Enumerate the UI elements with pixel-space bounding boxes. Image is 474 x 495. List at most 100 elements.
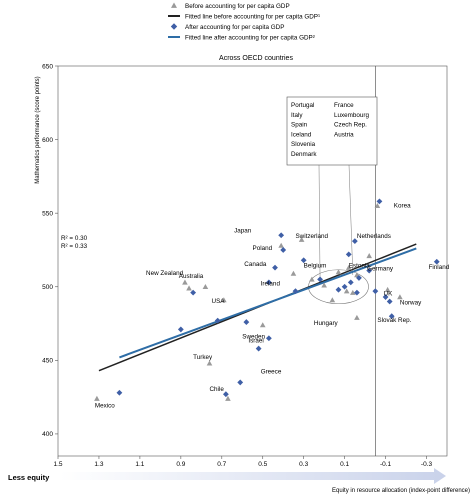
point-before xyxy=(278,242,284,248)
y-tick-label: 550 xyxy=(42,210,53,217)
y-tick-label: 450 xyxy=(42,358,53,365)
equity-arrow xyxy=(60,468,446,484)
r-squared-label: R² = 0.30 xyxy=(61,235,88,242)
point-after xyxy=(382,294,389,300)
y-axis-ticks: 400 450 500 550 600 650 xyxy=(42,63,58,438)
point-after xyxy=(214,317,221,324)
country-label: Turkey xyxy=(193,354,213,361)
point-after xyxy=(351,238,358,245)
point-after xyxy=(345,251,352,258)
legend-marker-triangle xyxy=(171,2,177,8)
country-label: Mexico xyxy=(95,402,115,409)
point-after xyxy=(354,289,360,296)
point-before xyxy=(206,360,213,366)
country-label: Finland xyxy=(429,264,450,271)
x-tick-label: 0.9 xyxy=(176,461,185,468)
y-tick-label: 400 xyxy=(42,431,53,438)
point-before xyxy=(354,314,360,320)
x-tick-label: 0.1 xyxy=(340,461,349,468)
country-label: Ireland xyxy=(261,280,281,287)
callout-country: Slovenia xyxy=(291,141,316,148)
fitted-line xyxy=(119,247,417,359)
country-label: Korea xyxy=(394,202,411,209)
legend-marker-diamond xyxy=(170,23,178,30)
point-before xyxy=(298,236,305,242)
country-label: Greece xyxy=(261,369,282,376)
callout-connector xyxy=(348,164,354,275)
point-before xyxy=(186,285,192,291)
point-after xyxy=(116,389,123,396)
x-tick-label: -0.3 xyxy=(421,461,433,468)
x-tick-label: 0.3 xyxy=(299,461,308,468)
point-after xyxy=(292,288,299,295)
point-before xyxy=(225,395,231,401)
y-tick-label: 500 xyxy=(42,284,53,291)
callout-box xyxy=(286,96,378,166)
data-points xyxy=(94,198,440,401)
legend-label: After accounting for per capita GDP xyxy=(185,24,284,31)
point-after xyxy=(433,258,440,265)
point-before xyxy=(94,395,100,401)
legend-label: Fitted line after accounting for per cap… xyxy=(185,35,315,42)
point-after xyxy=(388,313,395,320)
y-tick-label: 600 xyxy=(42,137,53,144)
x-tick-label: 0.7 xyxy=(217,461,226,468)
point-after xyxy=(243,319,250,325)
plot-border xyxy=(57,65,448,457)
point-after xyxy=(190,289,197,296)
point-before xyxy=(397,294,403,300)
x-tick-label: -0.1 xyxy=(380,461,392,468)
callout-country: Luxembourg xyxy=(334,112,370,119)
country-label: Estonia xyxy=(349,263,371,270)
point-after xyxy=(335,286,342,293)
point-before xyxy=(345,264,352,270)
point-after xyxy=(356,275,362,281)
country-callout-box: Portugal Italy Spain Iceland Slovenia Denmark… xyxy=(286,96,378,305)
equity-direction-arrow xyxy=(60,468,446,484)
point-before xyxy=(202,283,209,289)
point-after xyxy=(386,298,393,305)
callout-country: Denmark xyxy=(291,151,317,158)
point-before xyxy=(366,253,372,259)
point-before xyxy=(384,286,391,292)
chart-title: Across OECD countries xyxy=(219,55,293,62)
point-after xyxy=(265,335,272,342)
point-before xyxy=(221,297,227,303)
country-label: USA xyxy=(212,298,226,305)
point-after xyxy=(177,326,184,333)
country-label: UK xyxy=(384,291,394,298)
country-label: Germany xyxy=(367,266,394,273)
country-label: New Zealand xyxy=(146,270,184,277)
x-tick-label: 0.5 xyxy=(258,461,267,468)
country-label: Norway xyxy=(400,299,422,306)
plot-frame xyxy=(57,65,448,457)
callout-country: Iceland xyxy=(291,131,312,138)
country-label: Canada xyxy=(244,261,267,268)
point-before xyxy=(182,279,188,285)
callout-country: Spain xyxy=(291,122,308,129)
point-after xyxy=(341,283,348,290)
point-before xyxy=(259,322,266,328)
country-label: Japan xyxy=(234,227,252,234)
country-label: Switzerland xyxy=(295,233,328,240)
country-label: Netherlands xyxy=(357,233,391,240)
x-axis-ticks: 1.5 1.3 1.1 0.9 0.7 0.5 0.3 0.1 -0.1 -0.3 xyxy=(53,456,433,468)
country-label: Poland xyxy=(253,245,273,252)
country-label: Slovak Rep. xyxy=(377,317,411,324)
point-after xyxy=(278,232,285,239)
point-after xyxy=(265,279,272,286)
point-after xyxy=(300,257,307,264)
point-after xyxy=(280,247,287,253)
country-label: Sweden xyxy=(242,333,265,340)
point-before xyxy=(290,270,297,276)
legend: Before accounting for per capita GDP Fitt… xyxy=(168,2,320,42)
point-after xyxy=(372,288,379,295)
point-before xyxy=(350,289,356,295)
point-after xyxy=(222,391,229,398)
country-label: Israel xyxy=(248,338,263,345)
x-tick-label: 1.3 xyxy=(94,461,103,468)
country-label: Belgium xyxy=(304,263,327,270)
country-label: Chile xyxy=(210,386,225,393)
